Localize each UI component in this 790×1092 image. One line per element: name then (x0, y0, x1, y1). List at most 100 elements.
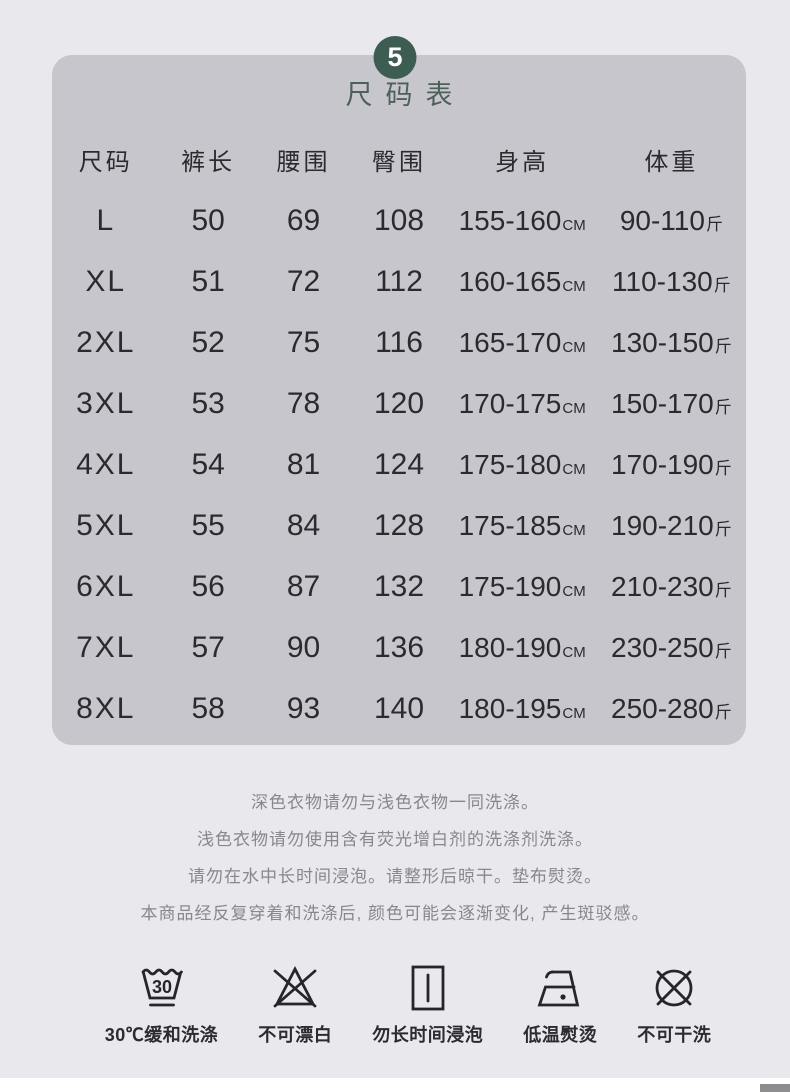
scroll-indicator (760, 1084, 790, 1092)
pants-length-cell: 54 (191, 447, 225, 481)
weight-unit: 斤 (714, 641, 732, 661)
hip-cell: 116 (375, 325, 423, 359)
weight-unit: 斤 (714, 702, 732, 722)
size-cell: L (96, 203, 116, 237)
no-soak-icon (411, 965, 445, 1011)
hip-cell: 108 (373, 203, 425, 237)
waist-cell: 84 (286, 508, 321, 542)
height-unit: CM (562, 582, 586, 600)
waist-cell: 81 (286, 447, 321, 481)
column-header: 裤长 (181, 148, 236, 176)
height-cell: 165-170CM (458, 326, 586, 358)
size-row: 7XL 57 90 136 180-190CM 230-250斤 (52, 617, 746, 678)
weight-cell: 90-110斤 (619, 204, 723, 236)
column-header: 腰围 (276, 148, 331, 176)
page-title: 尺码表 (345, 80, 466, 110)
waist-cell: 87 (286, 569, 321, 603)
care-label: 不可漂白 (258, 1025, 333, 1045)
weight-unit: 斤 (705, 214, 723, 234)
column-header: 身高 (495, 148, 550, 176)
size-cell: 5XL (76, 508, 136, 542)
weight-unit: 斤 (714, 519, 732, 539)
hip-cell: 132 (373, 569, 425, 603)
care-note-line: 浅色衣物请勿使用含有荧光增白剂的洗涤剂洗涤。 (197, 830, 593, 849)
height-unit: CM (562, 338, 586, 356)
pants-length-cell: 58 (191, 691, 225, 725)
size-cell: 7XL (76, 630, 136, 664)
size-row: 3XL 53 78 120 170-175CM 150-170斤 (52, 373, 746, 434)
weight-cell: 230-250斤 (611, 631, 732, 663)
size-row: 5XL 55 84 128 175-185CM 190-210斤 (52, 495, 746, 556)
size-chart-panel: 尺码表 尺码 裤长 腰围 臀围 身高 体重 L 50 69 108 155-160CM 90-110… (52, 55, 746, 745)
height-cell: 175-185CM (458, 509, 586, 541)
pants-length-cell: 51 (191, 264, 225, 298)
size-row: 6XL 56 87 132 175-190CM 210-230斤 (52, 556, 746, 617)
column-header: 尺码 (78, 148, 133, 176)
size-cell: 8XL (76, 691, 136, 725)
pants-length-cell: 57 (191, 630, 225, 664)
height-cell: 180-195CM (458, 692, 586, 724)
low-iron-icon (537, 970, 580, 1007)
column-header: 体重 (644, 148, 699, 176)
height-unit: CM (562, 216, 586, 234)
no-bleach-icon (273, 965, 317, 1008)
height-unit: CM (562, 521, 586, 539)
weight-unit: 斤 (714, 336, 732, 356)
hip-cell: 136 (373, 630, 425, 664)
weight-cell: 250-280斤 (611, 692, 732, 724)
care-note-line: 深色衣物请勿与浅色衣物一同洗涤。 (251, 793, 539, 812)
hip-cell: 120 (373, 386, 425, 420)
size-cell: XL (85, 264, 127, 298)
size-cell: 2XL (76, 325, 136, 359)
size-row: 2XL 52 75 116 165-170CM 130-150斤 (52, 312, 746, 373)
hip-cell: 124 (373, 447, 425, 481)
size-row: 4XL 54 81 124 175-180CM 170-190斤 (52, 434, 746, 495)
height-cell: 170-175CM (458, 387, 586, 419)
care-label: 不可干洗 (637, 1025, 712, 1045)
care-notes: 深色衣物请勿与浅色衣物一同洗涤。浅色衣物请勿使用含有荧光增白剂的洗涤剂洗涤。 请勿… (0, 784, 790, 932)
weight-cell: 110-130斤 (612, 265, 731, 297)
height-cell: 160-165CM (458, 265, 586, 297)
pants-length-cell: 52 (191, 325, 225, 359)
size-row: L 50 69 108 155-160CM 90-110斤 (52, 190, 746, 251)
height-cell: 180-190CM (458, 631, 586, 663)
weight-unit: 斤 (714, 580, 732, 600)
size-row: XL 51 72 112 160-165CM 110-130斤 (52, 251, 746, 312)
waist-cell: 90 (286, 630, 321, 664)
care-icons-row: 30 30℃缓和洗涤 不可漂白 勿长时间浸泡 低温熨烫 不可干洗 (0, 960, 790, 1047)
weight-unit: 斤 (714, 458, 732, 478)
weight-cell: 190-210斤 (611, 509, 732, 541)
pants-length-cell: 56 (191, 569, 225, 603)
size-cell: 4XL (76, 447, 136, 481)
svg-text:30: 30 (151, 977, 171, 997)
weight-cell: 150-170斤 (611, 387, 732, 419)
care-label: 低温熨烫 (523, 1025, 598, 1045)
care-label: 勿长时间浸泡 (372, 1025, 484, 1045)
bottom-strip (0, 1078, 790, 1092)
height-cell: 175-190CM (458, 570, 586, 602)
table-header-row: 尺码 裤长 腰围 臀围 身高 体重 (52, 128, 746, 190)
hip-cell: 112 (375, 264, 423, 298)
pants-length-cell: 55 (191, 508, 225, 542)
hip-cell: 128 (373, 508, 425, 542)
pants-length-cell: 50 (191, 203, 225, 237)
size-cell: 6XL (76, 569, 136, 603)
no-dry-clean-icon (655, 969, 693, 1007)
size-row: 8XL 58 93 140 180-195CM 250-280斤 (52, 678, 746, 739)
waist-cell: 72 (286, 264, 321, 298)
height-cell: 175-180CM (458, 448, 586, 480)
height-unit: CM (562, 643, 586, 661)
weight-cell: 210-230斤 (611, 570, 732, 602)
care-note-line: 请勿在水中长时间浸泡。请整形后晾干。垫布熨烫。 (188, 867, 602, 886)
height-unit: CM (562, 460, 586, 478)
waist-cell: 78 (286, 386, 321, 420)
pants-length-cell: 53 (191, 386, 225, 420)
wash-30-icon: 30 (141, 968, 183, 1007)
weight-cell: 170-190斤 (611, 448, 732, 480)
height-cell: 155-160CM (458, 204, 586, 236)
weight-unit: 斤 (713, 275, 731, 295)
care-item: 30 30℃缓和洗涤 (105, 960, 219, 1047)
size-cell: 3XL (76, 386, 136, 420)
waist-cell: 93 (286, 691, 321, 725)
waist-cell: 75 (286, 325, 321, 359)
